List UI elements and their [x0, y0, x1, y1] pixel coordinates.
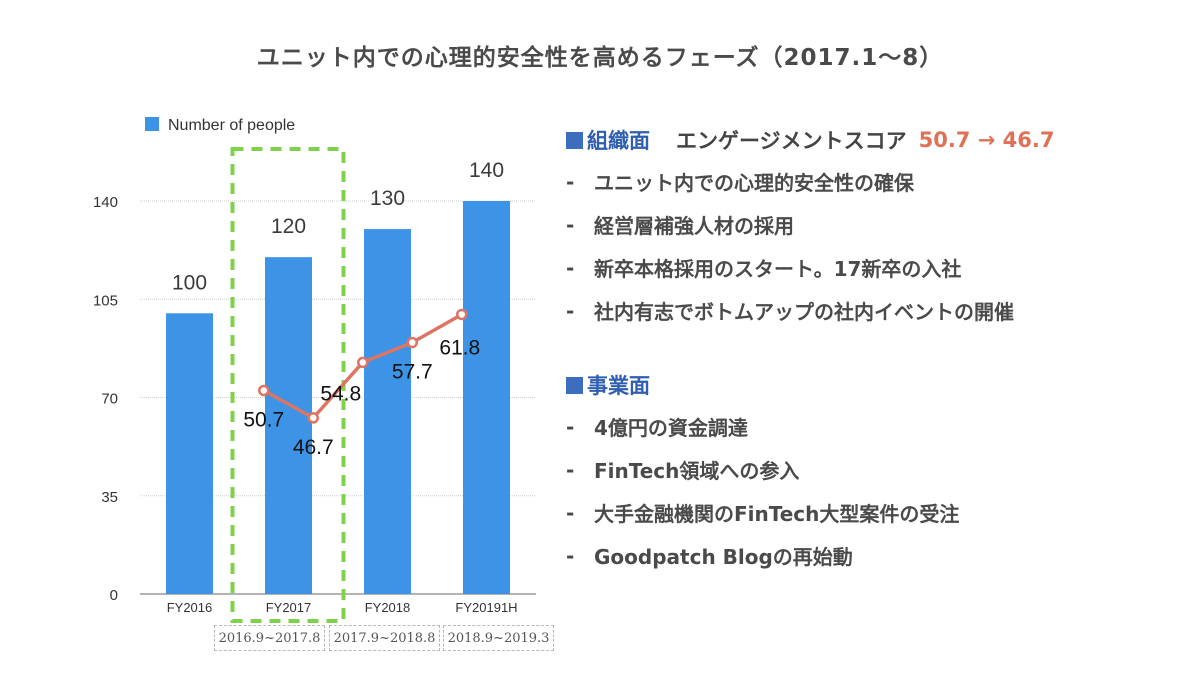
legend-label: Number of people — [168, 117, 295, 134]
square-bullet-icon — [566, 376, 583, 394]
org-section-heading: 組織面 エンゲージメントスコア 50.7 → 46.7 — [566, 120, 1186, 160]
y-tick-label: 105 — [93, 292, 118, 309]
engagement-score-value: 50.7 → 46.7 — [918, 128, 1055, 152]
line-point — [258, 384, 270, 397]
bar-value-label: 140 — [469, 159, 504, 182]
list-item: -4億円の資金調達 — [566, 414, 748, 441]
biz-section-heading: 事業面 — [566, 365, 1186, 405]
bar-value-label: 130 — [370, 187, 405, 210]
bar — [364, 229, 411, 595]
legend-swatch — [145, 117, 159, 131]
list-item: - 大手金融機関のFinTech大型案件の受注 — [566, 500, 960, 527]
x-tick-label: FY20191H — [455, 600, 517, 615]
side-panel: 組織面 エンゲージメントスコア 50.7 → 46.7 - ユニット内での心理的安… — [566, 120, 1186, 577]
line-point — [456, 308, 468, 321]
square-bullet-icon — [566, 131, 583, 149]
org-heading-label: 組織面 — [587, 129, 650, 153]
line-value-label: 57.7 — [392, 361, 433, 384]
y-tick-label: 140 — [93, 194, 118, 211]
list-item: - 社内有志でボトムアップの社内イベントの開催 — [566, 298, 1014, 325]
line-point — [357, 356, 369, 369]
x-tick-label: FY2017 — [266, 600, 312, 615]
list-item: - 新卒本格採用のスタート。17新卒の入社 — [566, 255, 962, 282]
line-point — [406, 336, 418, 349]
x-tick-label: FY2018 — [365, 600, 411, 615]
period-label-fy2019: 2018.9~2019.3 — [443, 625, 554, 651]
biz-heading-label: 事業面 — [587, 374, 650, 398]
bar — [463, 201, 510, 594]
x-tick-label: FY2016 — [167, 600, 213, 615]
period-label-fy2018: 2017.9~2018.8 — [329, 625, 440, 651]
line-value-label: 54.8 — [320, 382, 361, 405]
y-tick-label: 70 — [101, 391, 118, 408]
line-value-label: 61.8 — [439, 336, 480, 359]
period-label-fy2017: 2016.9~2017.8 — [214, 625, 325, 651]
bar — [166, 313, 213, 594]
page-title: ユニット内での心理的安全性を高めるフェーズ（2017.1〜8） — [256, 45, 944, 71]
bar-value-label: 100 — [172, 271, 207, 294]
line-value-label: 46.7 — [293, 436, 334, 459]
line-value-label: 50.7 — [243, 408, 284, 431]
y-tick-label: 0 — [110, 587, 118, 604]
engagement-score-label: エンゲージメントスコア — [676, 129, 907, 153]
chart: 0 35 70 105 140 100 FY2016 120 FY2017 130 FY2018 14… — [93, 117, 536, 623]
list-item: - ユニット内での心理的安全性の確保 — [566, 169, 914, 196]
bar-value-label: 120 — [271, 215, 306, 238]
list-item: - FinTech領域への参入 — [566, 457, 800, 484]
line-point — [307, 412, 319, 424]
list-item: - Goodpatch Blogの再始動 — [566, 543, 853, 570]
y-tick-label: 35 — [101, 489, 118, 506]
list-item: - 経営層補強人材の採用 — [566, 212, 794, 239]
bar — [265, 257, 312, 594]
